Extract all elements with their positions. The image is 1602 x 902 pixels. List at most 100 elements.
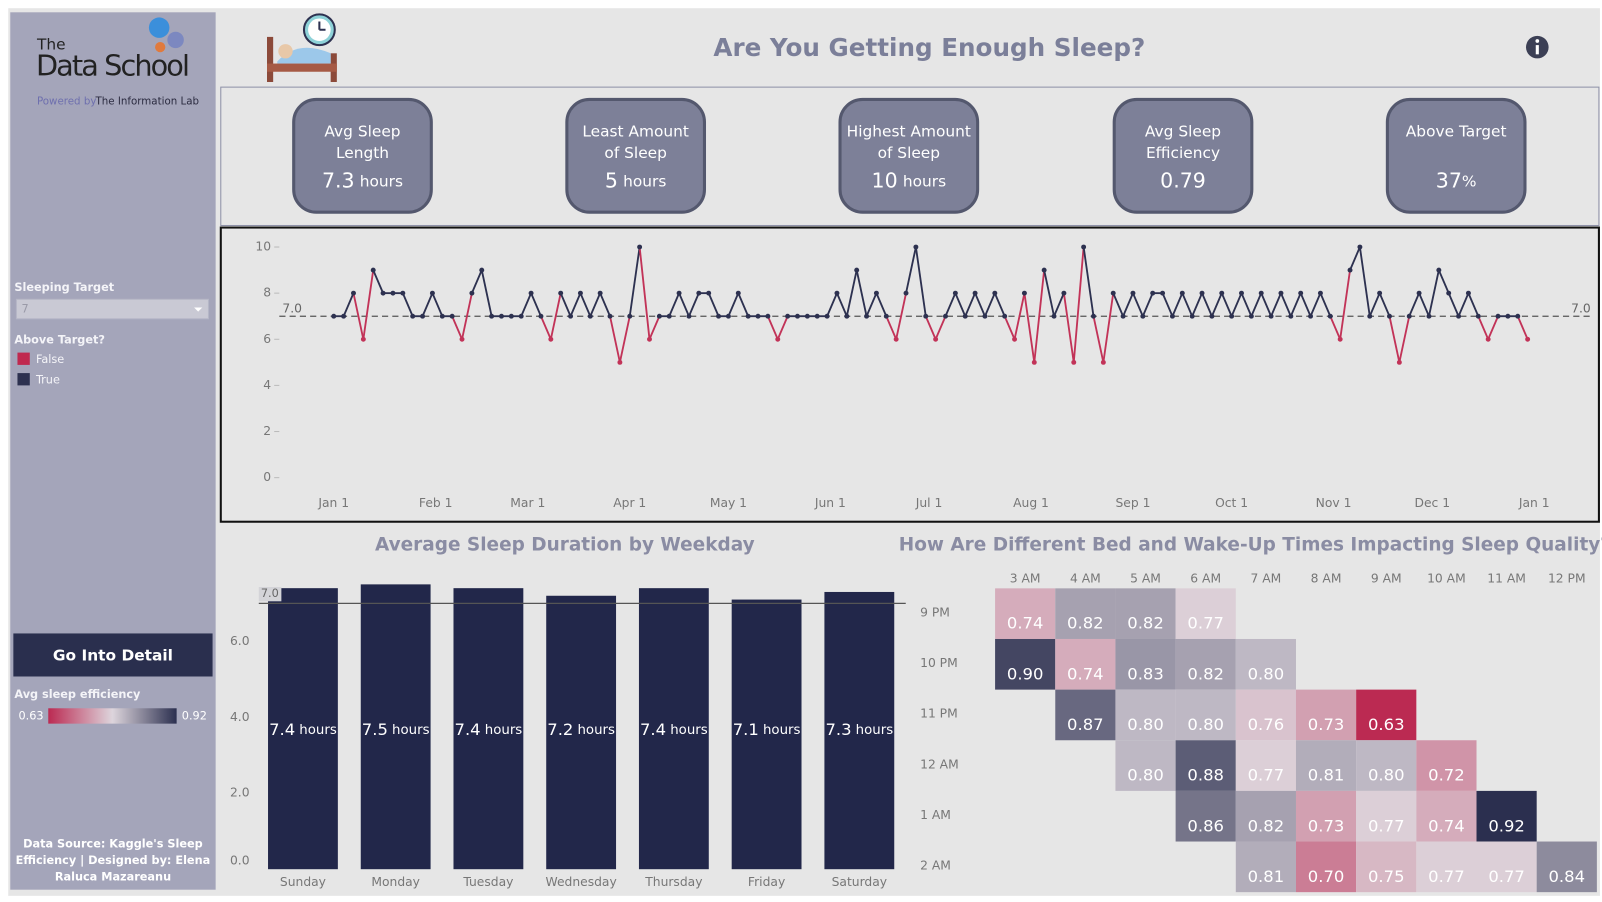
point bbox=[1248, 313, 1254, 319]
footer: Efficiency | Designed by: Elena bbox=[16, 854, 211, 867]
bar-value: 7.4 bbox=[640, 719, 666, 738]
point bbox=[676, 290, 682, 296]
line-segment bbox=[549, 292, 562, 340]
point bbox=[795, 313, 800, 319]
column-label: 5 AM bbox=[1130, 572, 1161, 586]
line-segment bbox=[964, 292, 976, 317]
cell-label: 0.76 bbox=[1248, 715, 1285, 734]
y-tick-label: 6 bbox=[263, 332, 271, 346]
point bbox=[1416, 290, 1422, 296]
line-segment bbox=[1132, 292, 1144, 317]
kpi-card bbox=[838, 97, 980, 214]
line-segment bbox=[1299, 292, 1312, 317]
point bbox=[745, 313, 751, 319]
point bbox=[1021, 290, 1027, 296]
point bbox=[716, 313, 722, 319]
kpi-card bbox=[1112, 97, 1254, 214]
point bbox=[351, 290, 356, 296]
line-segment bbox=[1201, 292, 1213, 317]
x-tick-label: Apr 1 bbox=[613, 496, 646, 510]
cell-label: 0.88 bbox=[1187, 766, 1224, 785]
line-segment bbox=[1467, 292, 1480, 317]
heat-cell bbox=[1295, 790, 1357, 842]
point bbox=[972, 290, 978, 296]
line-segment bbox=[1487, 315, 1499, 340]
x-tick-label: Monday bbox=[371, 875, 420, 889]
kpi-title: Highest Amount bbox=[847, 123, 971, 141]
point bbox=[1308, 313, 1314, 319]
logo-powered: The Information Lab bbox=[95, 95, 200, 107]
line-segment bbox=[569, 292, 582, 317]
x-tick-label: May 1 bbox=[710, 496, 747, 510]
legend-label: False bbox=[36, 353, 64, 366]
point bbox=[390, 290, 396, 296]
point bbox=[1189, 313, 1195, 319]
target-label: 7.0 bbox=[282, 302, 302, 316]
line-segment bbox=[1260, 292, 1272, 317]
info-icon[interactable] bbox=[1526, 35, 1549, 59]
point bbox=[370, 267, 376, 273]
heat-cell bbox=[1115, 689, 1176, 741]
line-segment bbox=[707, 292, 720, 317]
point bbox=[1505, 313, 1511, 319]
kpi-card bbox=[565, 97, 707, 214]
point bbox=[1327, 313, 1333, 319]
kpi-value: 7.3 hours bbox=[322, 168, 403, 192]
bar-label: 7.4 hours bbox=[455, 719, 523, 738]
line-segment bbox=[845, 269, 858, 317]
kpi-unit: % bbox=[1462, 172, 1477, 190]
dropdown[interactable] bbox=[15, 298, 209, 320]
cell-label: 0.80 bbox=[1187, 715, 1224, 734]
point bbox=[1525, 336, 1531, 342]
point bbox=[864, 313, 870, 319]
line-segment bbox=[875, 292, 888, 317]
cell-label: 0.77 bbox=[1488, 867, 1525, 886]
bar-value: 7.1 bbox=[733, 719, 759, 738]
point bbox=[1456, 313, 1462, 319]
scale-title: Avg sleep efficiency bbox=[14, 688, 141, 701]
heat-cell bbox=[1055, 638, 1116, 690]
kpi-title: Avg Sleep bbox=[1145, 123, 1221, 141]
target-label-bg bbox=[258, 586, 282, 602]
detail-button[interactable] bbox=[13, 633, 213, 677]
bar bbox=[360, 584, 431, 870]
point bbox=[982, 313, 988, 319]
heat-cell bbox=[1416, 790, 1477, 842]
chart-title: Average Sleep Duration by Weekday bbox=[375, 534, 755, 555]
point bbox=[755, 313, 761, 319]
cell-label: 0.77 bbox=[1248, 766, 1285, 785]
point bbox=[775, 336, 781, 342]
point bbox=[1298, 290, 1304, 296]
line-segment bbox=[1408, 292, 1420, 317]
line-segment bbox=[352, 292, 365, 340]
row-label: 2 AM bbox=[920, 859, 951, 873]
point bbox=[873, 290, 879, 296]
line-segment bbox=[1191, 292, 1203, 317]
cell-label: 0.81 bbox=[1248, 867, 1285, 886]
heat-cell bbox=[1175, 790, 1236, 842]
line-segment bbox=[342, 292, 355, 317]
bar bbox=[453, 588, 524, 870]
heat-cell bbox=[1295, 740, 1357, 791]
point bbox=[1426, 313, 1432, 319]
point bbox=[331, 313, 337, 319]
point bbox=[735, 290, 741, 296]
point bbox=[489, 313, 495, 319]
line-segment bbox=[1358, 246, 1371, 317]
point bbox=[1485, 336, 1491, 342]
kpi-number: 37 bbox=[1436, 168, 1462, 192]
point bbox=[933, 336, 939, 342]
line-segment bbox=[1072, 246, 1085, 363]
line-segment bbox=[421, 292, 434, 317]
line-segment bbox=[1398, 316, 1411, 363]
footer: Data Source: Kaggle's Sleep bbox=[23, 838, 203, 851]
bar bbox=[731, 599, 802, 870]
line-segment bbox=[1329, 315, 1342, 340]
line-segment bbox=[974, 292, 986, 317]
logo-dot bbox=[155, 42, 166, 53]
line-segment bbox=[1516, 315, 1529, 340]
bar-value: 7.4 bbox=[269, 719, 295, 738]
point bbox=[1150, 290, 1156, 296]
point bbox=[696, 290, 702, 296]
line-segment bbox=[461, 292, 473, 340]
